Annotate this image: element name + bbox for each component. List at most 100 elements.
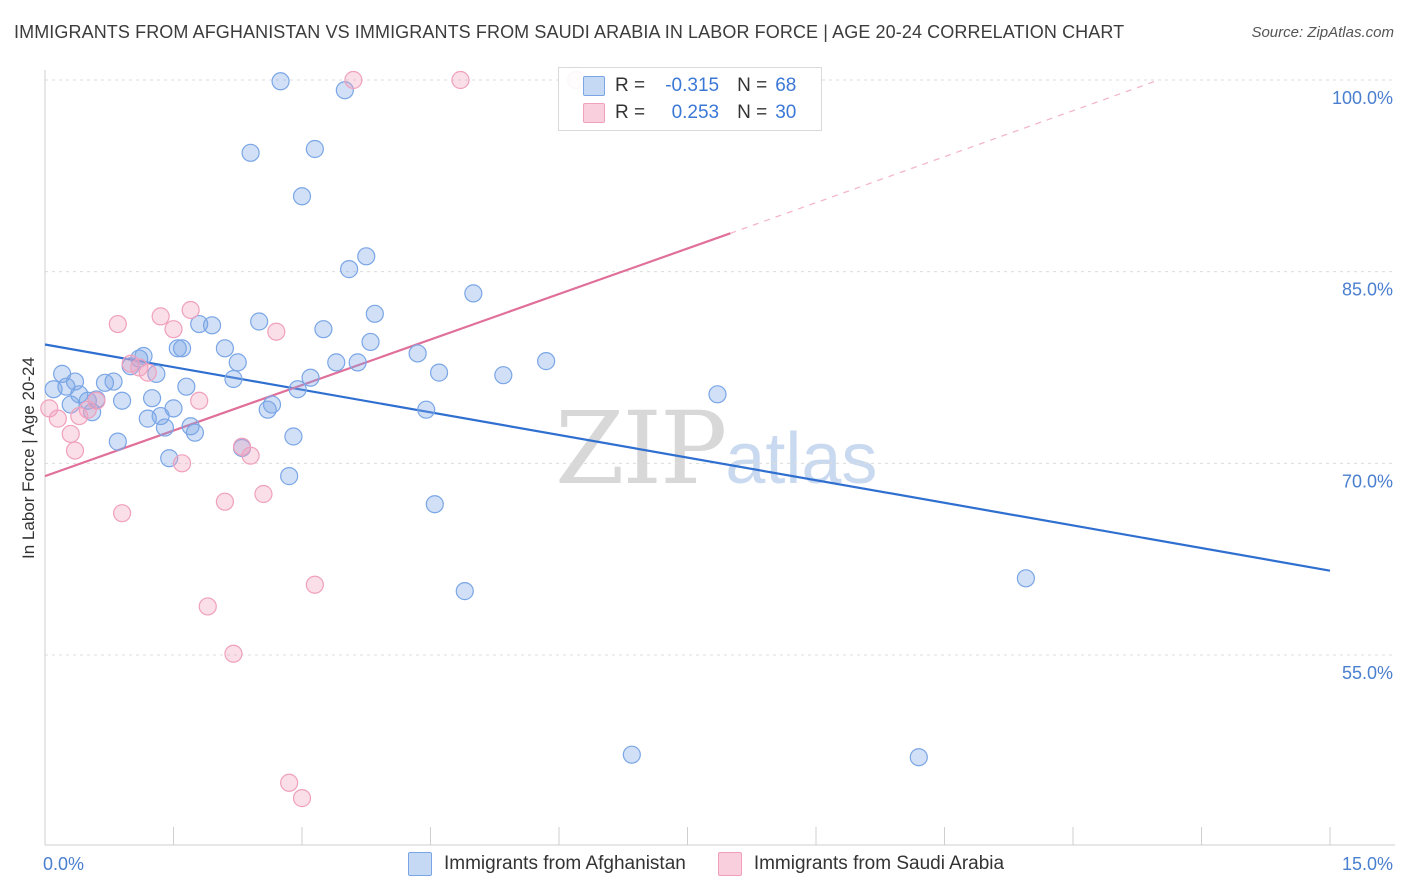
point-saudi <box>215 492 234 511</box>
point-afghanistan <box>417 400 436 419</box>
source-credit: Source: ZipAtlas.com <box>1251 24 1394 41</box>
point-afghanistan <box>284 427 303 446</box>
axes: 55.0% 70.0% 85.0% 100.0% 0.0% 15.0% <box>43 70 1395 874</box>
point-afghanistan <box>340 260 359 279</box>
point-afghanistan <box>280 467 299 486</box>
point-saudi <box>305 575 324 594</box>
point-saudi <box>451 70 470 90</box>
gridlines <box>45 79 1395 656</box>
point-saudi <box>65 441 85 460</box>
stats-legend: R = -0.315 N = 68 R = 0.253 N = 30 <box>558 67 822 131</box>
point-afghanistan <box>271 72 290 91</box>
point-afghanistan <box>185 423 205 442</box>
point-afghanistan <box>202 316 222 335</box>
point-afghanistan <box>301 368 320 387</box>
point-afghanistan <box>622 745 641 764</box>
point-saudi <box>267 322 286 341</box>
legend-n-value: 30 <box>775 102 797 123</box>
point-afghanistan <box>241 143 260 162</box>
point-saudi <box>48 409 67 428</box>
point-saudi <box>190 391 209 410</box>
point-saudi <box>138 363 157 382</box>
point-saudi <box>292 789 312 808</box>
legend-swatch-afghanistan <box>583 76 605 96</box>
point-saudi <box>121 354 140 373</box>
point-afghanistan <box>172 339 192 358</box>
legend-r-label: R = <box>615 102 646 123</box>
point-afghanistan <box>314 320 333 339</box>
point-afghanistan <box>494 366 513 385</box>
point-saudi <box>130 358 149 377</box>
legend-item-saudi: Immigrants from Saudi Arabia <box>717 852 1005 876</box>
legend-swatch-saudi <box>583 103 605 123</box>
y-tick-label: 55.0% <box>1342 663 1393 683</box>
point-afghanistan <box>142 389 162 408</box>
legend-label-saudi: Immigrants from Saudi Arabia <box>753 853 1005 874</box>
point-afghanistan <box>357 247 376 266</box>
x-tick-label: 0.0% <box>43 854 84 874</box>
data-points <box>40 70 1035 808</box>
trendline-afghanistan <box>44 343 1331 572</box>
legend-r-value: 0.253 <box>671 102 720 123</box>
point-afghanistan <box>425 495 444 514</box>
x-tick-label: 15.0% <box>1342 854 1393 874</box>
point-afghanistan <box>104 372 123 391</box>
point-afghanistan <box>464 284 483 303</box>
y-tick-label: 100.0% <box>1332 88 1393 108</box>
point-afghanistan <box>909 748 928 767</box>
point-saudi <box>224 644 243 663</box>
point-afghanistan <box>177 377 196 396</box>
trendline-saudi <box>44 232 731 478</box>
point-afghanistan <box>250 312 269 331</box>
trend-lines <box>44 79 1331 572</box>
point-saudi <box>112 504 132 523</box>
point-saudi <box>87 391 106 410</box>
point-saudi <box>254 484 273 504</box>
point-saudi <box>172 454 192 473</box>
point-afghanistan <box>215 339 234 358</box>
point-afghanistan <box>305 139 324 159</box>
point-afghanistan <box>292 187 312 206</box>
point-afghanistan <box>361 332 380 352</box>
point-saudi <box>164 320 183 339</box>
point-saudi <box>181 300 200 320</box>
point-saudi <box>61 424 80 444</box>
legend-n-label: N = <box>737 102 768 123</box>
point-afghanistan <box>537 352 556 371</box>
point-afghanistan <box>327 353 346 372</box>
point-afghanistan <box>455 582 474 601</box>
point-afghanistan <box>112 391 132 410</box>
point-afghanistan <box>164 399 183 418</box>
point-afghanistan <box>1016 569 1035 588</box>
legend-n-label: N = <box>737 75 768 96</box>
y-axis-label: In Labor Force | Age 20-24 <box>19 357 38 559</box>
watermark: ZIPatlas <box>555 390 877 507</box>
legend-label-afghanistan: Immigrants from Afghanistan <box>444 853 686 874</box>
point-afghanistan <box>348 353 367 372</box>
point-afghanistan <box>708 385 727 404</box>
point-saudi <box>344 70 363 90</box>
point-afghanistan <box>228 353 247 372</box>
legend-r-value: -0.315 <box>665 75 720 96</box>
chart-title: IMMIGRANTS FROM AFGHANISTAN VS IMMIGRANT… <box>14 22 1125 42</box>
point-saudi <box>280 773 299 792</box>
legend-n-value: 68 <box>775 75 797 96</box>
legend-row-saudi: R = 0.253 N = 30 <box>583 100 796 126</box>
point-afghanistan <box>288 380 307 399</box>
trendline-saudi-extension <box>730 79 1159 234</box>
legend-r-label: R = <box>615 75 646 96</box>
point-saudi <box>151 307 170 326</box>
point-saudi <box>198 597 217 616</box>
point-afghanistan <box>224 369 243 389</box>
point-saudi <box>108 314 127 334</box>
point-afghanistan <box>365 304 384 323</box>
y-tick-label: 70.0% <box>1342 471 1393 491</box>
point-afghanistan <box>429 363 449 382</box>
point-afghanistan <box>108 432 127 451</box>
y-tick-label: 85.0% <box>1342 280 1393 300</box>
point-afghanistan <box>408 344 427 363</box>
legend-swatch-saudi <box>717 852 742 876</box>
legend-item-afghanistan: Immigrants from Afghanistan <box>408 852 686 876</box>
legend-row-afghanistan: R = -0.315 N = 68 <box>583 73 796 99</box>
